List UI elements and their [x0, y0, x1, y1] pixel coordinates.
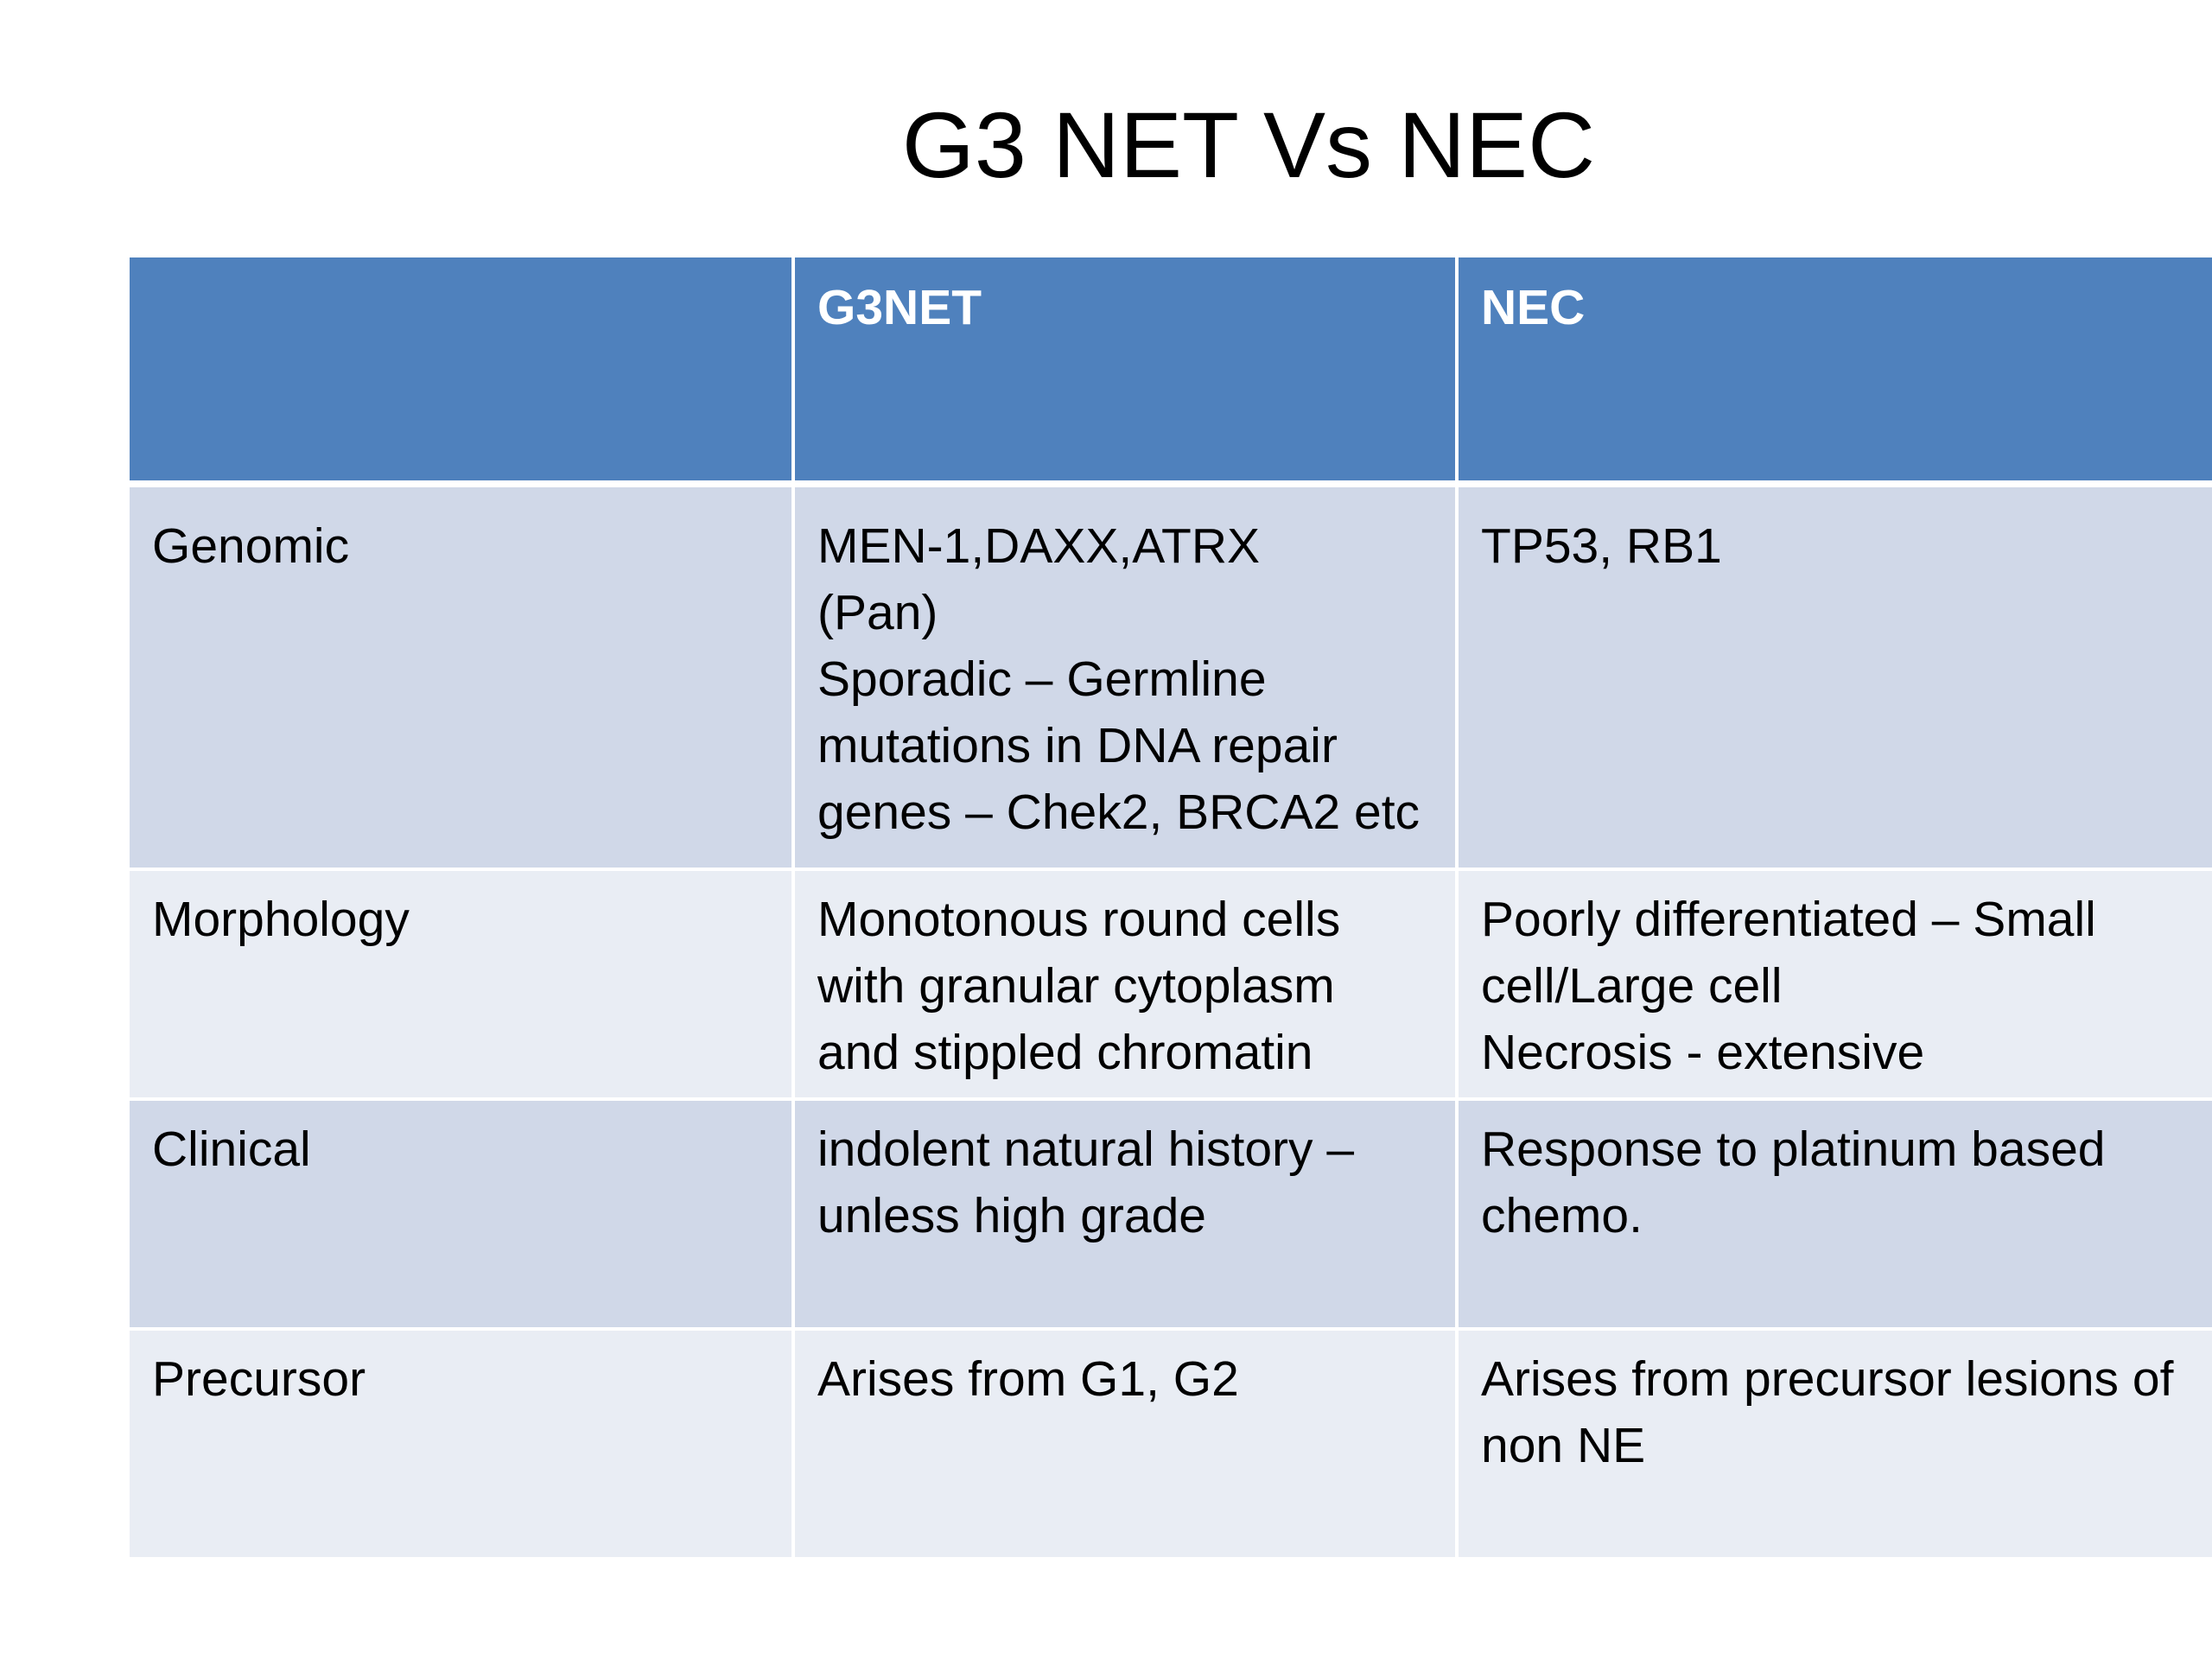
cell-morphology-g3net: Monotonous round cells with granular cyt…	[791, 869, 1459, 1101]
table-row-clinical: Clinical indolent natural history – unle…	[130, 1099, 2212, 1331]
slide-title: G3 NET Vs NEC	[901, 92, 1596, 197]
table-row-morphology: Morphology Monotonous round cells with g…	[130, 869, 2212, 1101]
row-label-genomic: Genomic	[130, 484, 795, 871]
row-label-precursor: Precursor	[130, 1329, 795, 1560]
cell-genomic-nec: TP53, RB1	[1455, 484, 2212, 871]
cell-clinical-nec: Response to platinum based chemo.	[1455, 1099, 2212, 1331]
cell-clinical-g3net: indolent natural history – unless high g…	[791, 1099, 1459, 1331]
cell-precursor-nec: Arises from precursor lesions of non NE	[1455, 1329, 2212, 1560]
cell-genomic-g3net: MEN-1,DAXX,ATRX (Pan) Sporadic – Germlin…	[791, 484, 1459, 871]
cell-morphology-nec: Poorly differentiated – Small cell/Large…	[1455, 869, 2212, 1101]
row-label-morphology: Morphology	[130, 869, 795, 1101]
table-header-row: G3NET NEC	[130, 257, 2212, 487]
header-cell-g3net: G3NET	[791, 257, 1459, 487]
header-cell-nec: NEC	[1455, 257, 2212, 487]
cell-precursor-g3net: Arises from G1, G2	[791, 1329, 1459, 1560]
row-label-clinical: Clinical	[130, 1099, 795, 1331]
header-cell-empty	[130, 257, 795, 487]
table-row-precursor: Precursor Arises from G1, G2 Arises from…	[130, 1329, 2212, 1560]
comparison-table: G3NET NEC Genomic MEN-1,DAXX,ATRX (Pan) …	[130, 257, 2212, 1560]
table-row-genomic: Genomic MEN-1,DAXX,ATRX (Pan) Sporadic –…	[130, 484, 2212, 871]
